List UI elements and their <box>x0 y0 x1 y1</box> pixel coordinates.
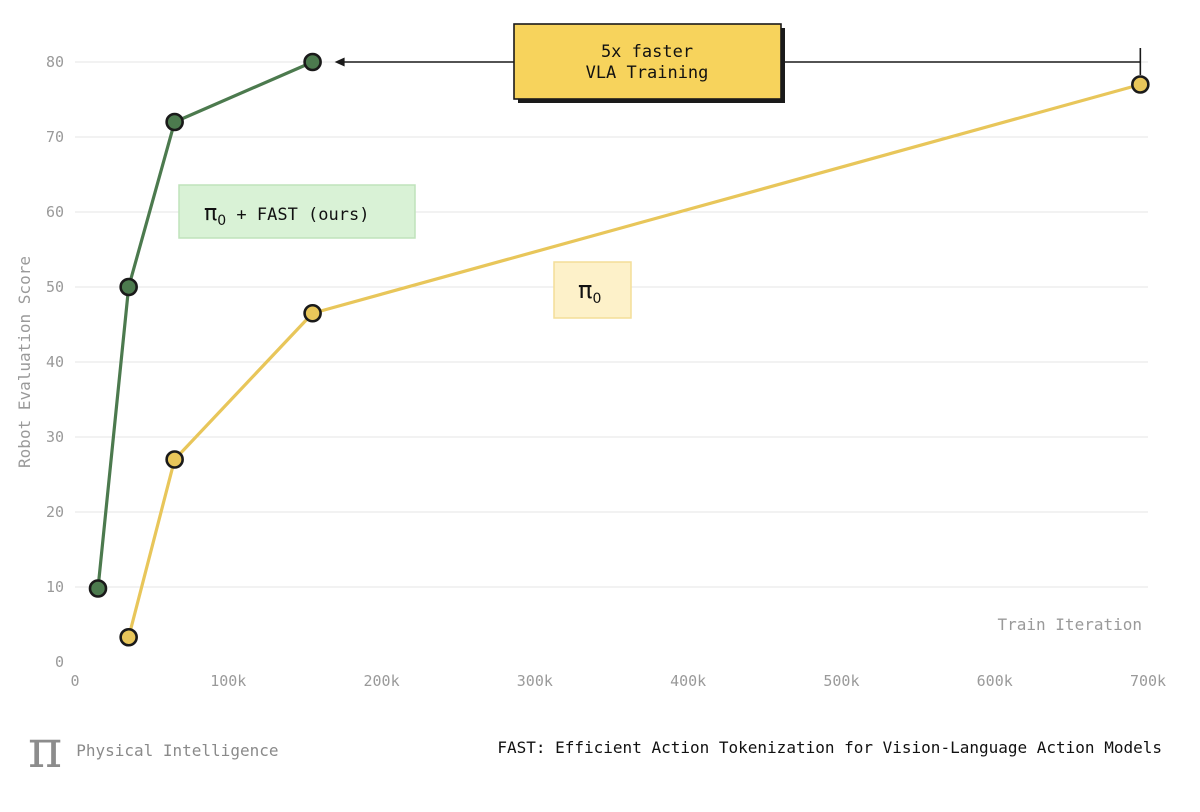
y-tick-label: 60 <box>46 203 64 221</box>
x-axis-ticks: 0 100k 200k 300k 400k 500k 600k 700k <box>70 672 1166 690</box>
data-point <box>165 450 184 469</box>
brand-name: Physical Intelligence <box>76 740 279 760</box>
y-tick-label: 80 <box>46 53 64 71</box>
series-labels: π0 + FAST (ours) π0 <box>178 184 632 319</box>
x-tick-label: 300k <box>517 672 553 690</box>
series-line-1 <box>127 82 1141 638</box>
y-tick-label: 50 <box>46 278 64 296</box>
data-point <box>119 277 138 297</box>
y-tick-label: 30 <box>46 428 64 446</box>
x-tick-label: 500k <box>823 672 859 690</box>
series-lines <box>88 52 1150 647</box>
annotation-box <box>513 23 782 100</box>
x-tick-label: 100k <box>210 672 246 690</box>
line-chart: 0 10 20 30 40 50 60 70 80 0 100k 200k 300k 400k 500k 6… <box>15 23 1166 690</box>
pi-logo-icon: π <box>28 720 63 780</box>
data-point <box>303 52 322 72</box>
x-tick-label: 0 <box>70 672 79 690</box>
paper-title: FAST: Efficient Action Tokenization for … <box>497 738 1162 757</box>
brand: π Physical Intelligence <box>28 720 279 780</box>
y-axis-title: Robot Evaluation Score <box>15 256 34 468</box>
data-point <box>303 303 322 323</box>
series-label-box-0 <box>178 184 416 239</box>
series-label-0: π0 + FAST (ours) <box>204 201 369 229</box>
annotation-text: VLA Training <box>586 63 709 83</box>
x-tick-label: 600k <box>977 672 1013 690</box>
y-tick-label: 0 <box>55 653 64 671</box>
annotation-text: 5x faster <box>601 42 693 62</box>
x-axis-title: Train Iteration <box>998 615 1143 634</box>
series-label-box-1 <box>553 261 632 319</box>
x-tick-label: 400k <box>670 672 706 690</box>
y-tick-label: 40 <box>46 353 64 371</box>
arrow-head <box>334 57 345 67</box>
y-tick-label: 70 <box>46 128 64 146</box>
x-tick-label: 700k <box>1130 672 1166 690</box>
x-tick-label: 200k <box>364 672 400 690</box>
y-tick-label: 10 <box>46 578 64 596</box>
data-point <box>1131 75 1150 94</box>
y-axis-ticks: 0 10 20 30 40 50 60 70 80 <box>46 53 64 671</box>
data-point <box>119 627 138 647</box>
data-point <box>88 579 108 598</box>
y-tick-label: 20 <box>46 503 64 521</box>
gridlines <box>75 61 1148 588</box>
series-label-1: π0 <box>578 276 601 307</box>
data-point <box>165 112 184 132</box>
series-line-0 <box>96 60 314 589</box>
